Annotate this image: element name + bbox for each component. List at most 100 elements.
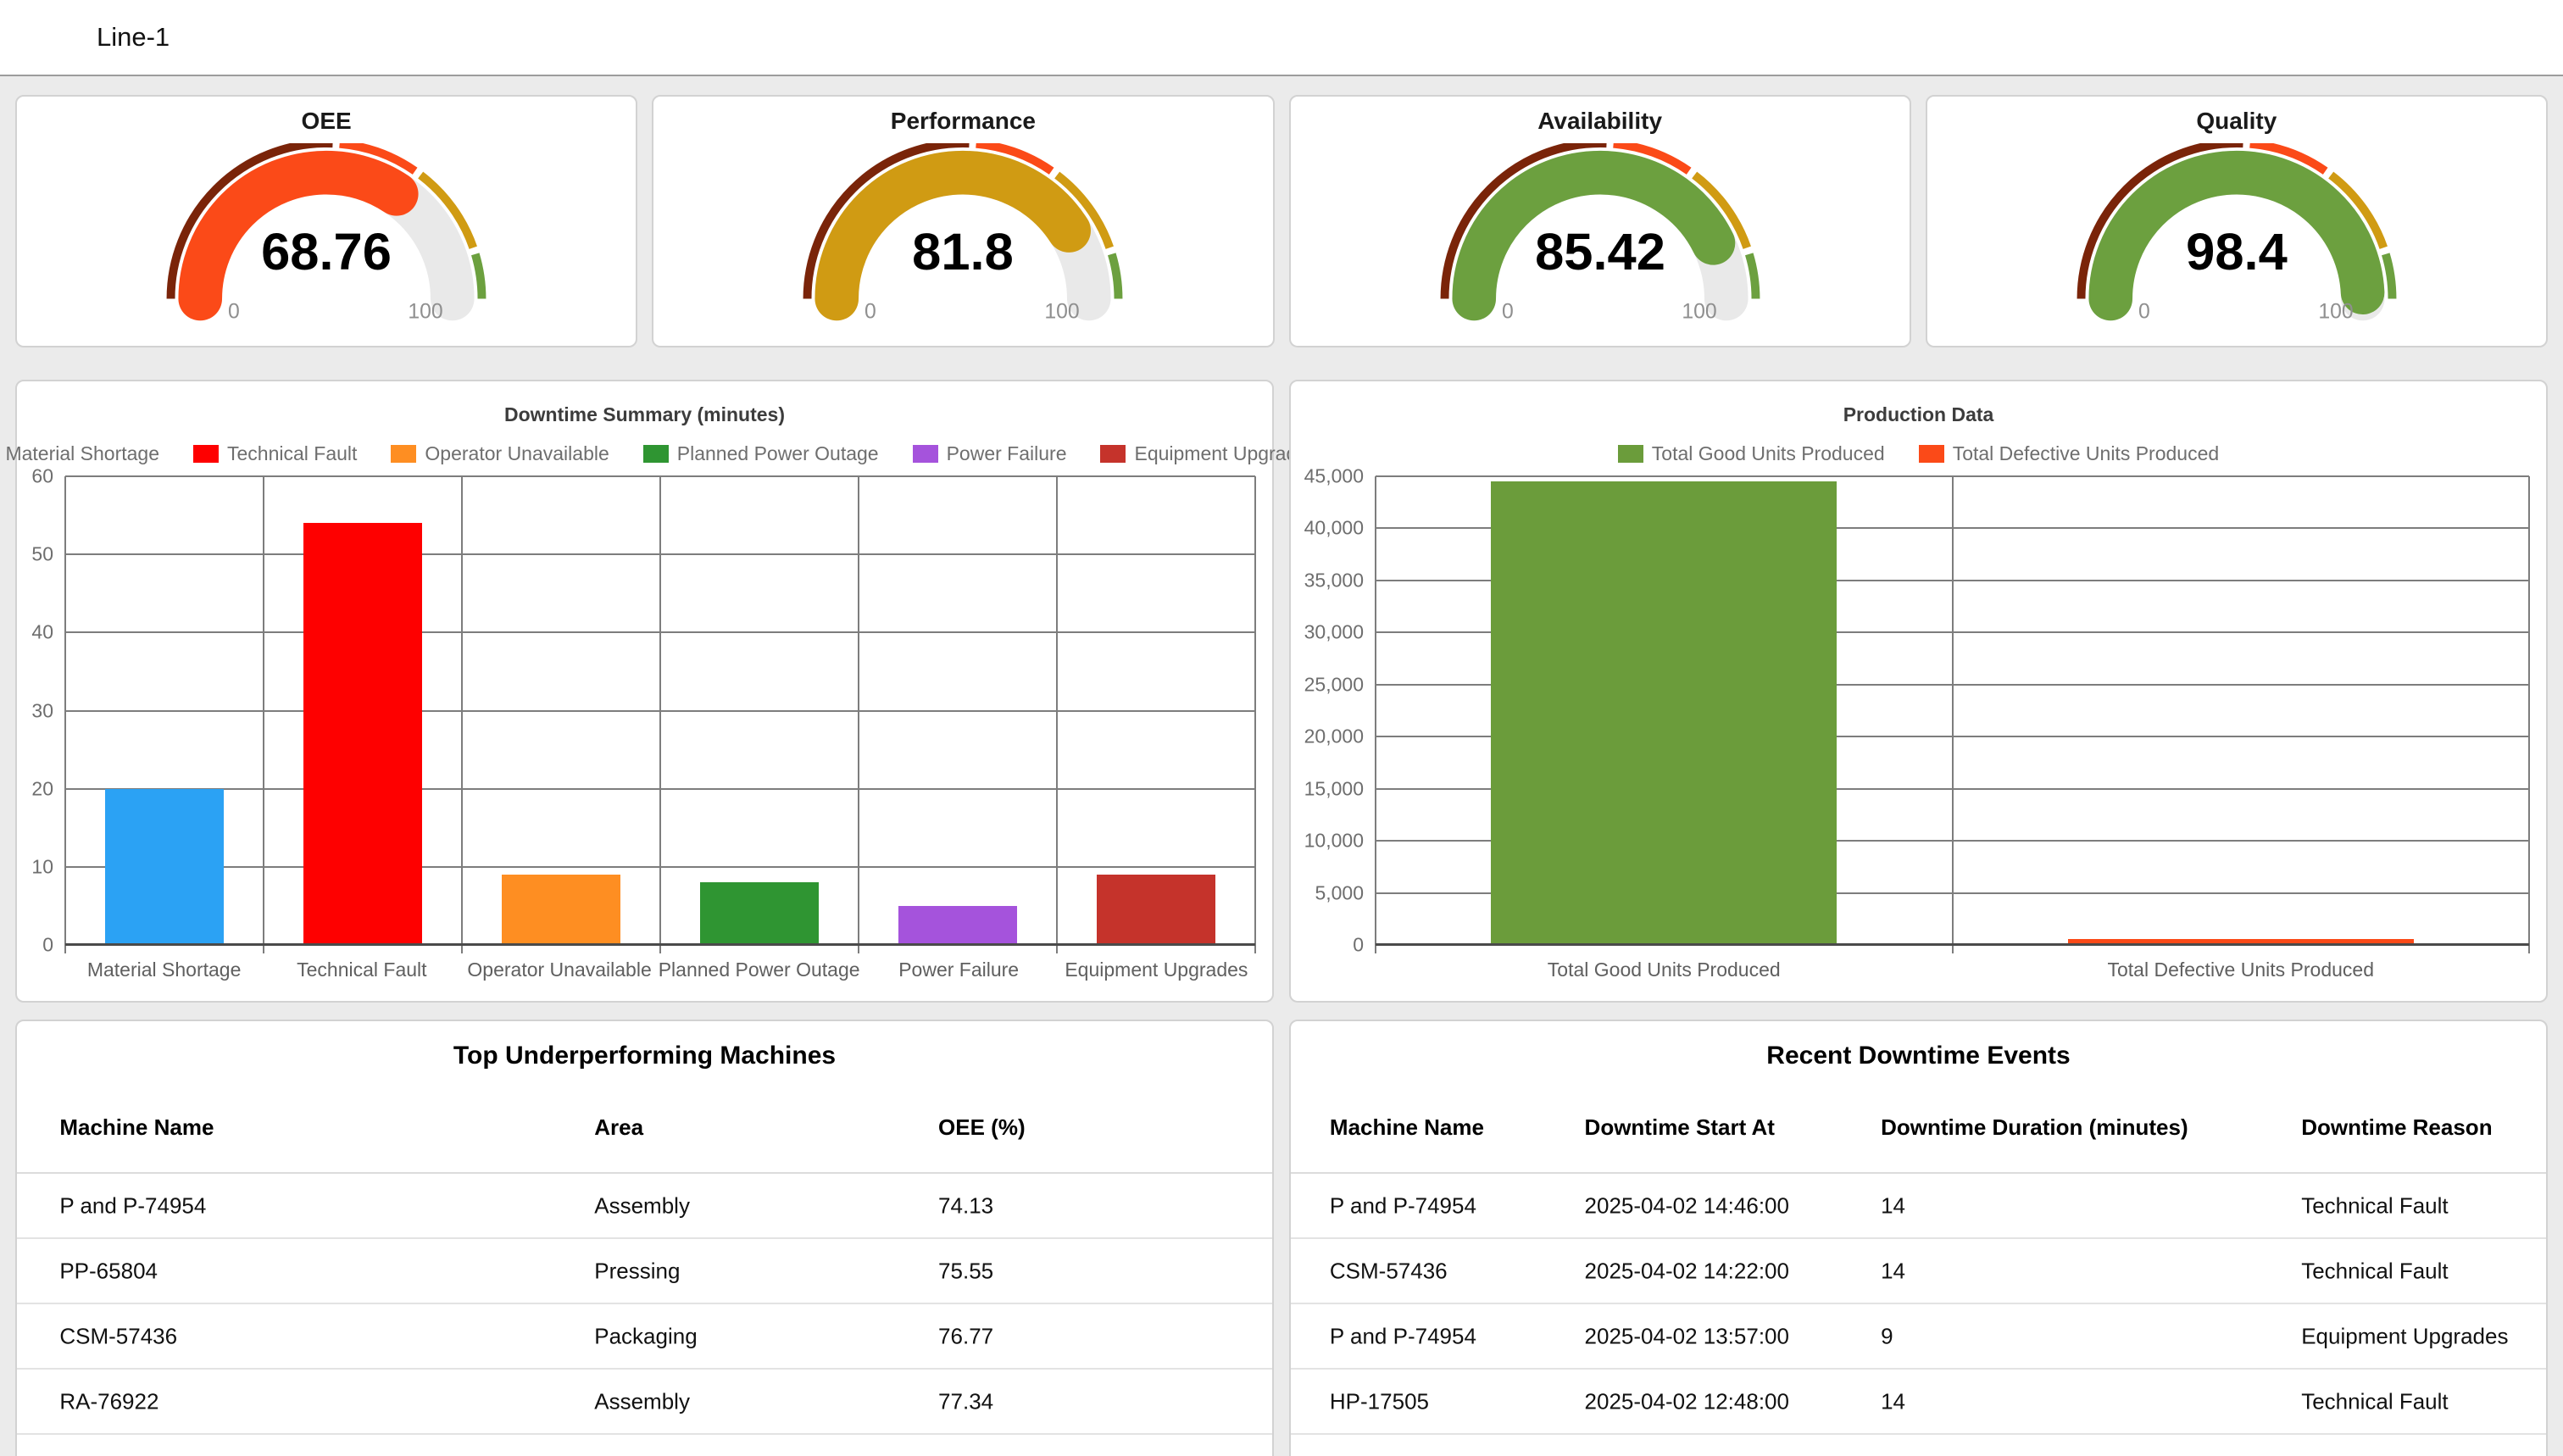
column-boundary-line [1056,476,1058,953]
column-boundary-line [1254,476,1256,953]
legend-item-operator-unavailable: Operator Unavailable [391,442,609,465]
table-cell-area: Assembly [594,1388,690,1414]
chart-title: Production Data [1843,403,1994,425]
y-axis-tick-label: 45,000 [1304,464,1364,487]
table-cell-oee: 75.55 [938,1258,994,1283]
x-axis-labels: Total Good Units Produced Total Defective… [1376,959,2529,981]
gauge-min-label: 0 [228,300,240,323]
x-axis-line [65,943,1255,946]
legend-swatch-icon [391,445,417,463]
y-axis-tick-label: 40,000 [1304,516,1364,539]
table-cell-downtime-duration-minutes: 14 [1881,1258,1905,1283]
gauge-progress-arc [178,150,475,321]
column-header-downtime-reason: Downtime Reason [2301,1114,2493,1140]
y-axis-tick-label: 20,000 [1304,725,1364,747]
legend-label: Technical Fault [227,442,358,464]
gauge-performance: 81.8 0 100 [803,143,1123,323]
table-row: P and P-74954 2025-04-02 14:46:00 14 Techni… [1291,1174,2546,1239]
chart-title: Downtime Summary (minutes) [504,403,785,425]
legend-swatch-icon [1100,445,1126,463]
table-cell-area: Packaging [594,1323,698,1348]
table-cell-area: Pressing [594,1258,681,1283]
gauge-max-label: 100 [2318,300,2353,323]
legend-swatch-icon [1918,445,1944,463]
x-axis-label: Power Failure [898,959,1020,981]
table-cell-downtime-start-at: 2025-04-02 14:46:00 [1584,1192,1789,1218]
y-axis-tick-label: 10,000 [1304,829,1364,852]
table-title: Top Underperforming Machines [453,1042,837,1070]
legend-swatch-icon [193,445,219,463]
table-cell-machine-name: CSM-57436 [1329,1258,1448,1283]
legend-swatch-icon [912,445,938,463]
x-axis-line [1376,943,2529,946]
bar-total-good-units-produced[interactable] [1491,481,1837,945]
table-cell-downtime-reason: Equipment Upgrades [2301,1323,2509,1348]
gauge-min-label: 0 [2138,300,2150,323]
gauge-value: 98.4 [2186,223,2288,281]
plot-area: 0 10 20 30 40 50 60 Material Shortage Technical … [31,465,1256,981]
gauge-scale-segment [803,143,1123,299]
table-cell-downtime-duration-minutes: 9 [1881,1323,1893,1348]
legend-item-power-failure: Power Failure [912,442,1066,465]
column-header-area: Area [594,1114,644,1140]
column-header-machine-name: Machine Name [59,1114,214,1140]
x-axis-label: Total Good Units Produced [1547,959,1781,981]
gauge-card-quality: Quality 98.4 0 100 [1925,95,2548,347]
bar-planned-power-outage[interactable] [699,882,820,945]
legend-item-technical-fault: Technical Fault [193,442,357,465]
chart-legend: Material Shortage Technical Fault Operator… [5,442,1317,465]
gauge-scale-segment [166,143,486,299]
gauge-min-label: 0 [1502,300,1514,323]
top-app-bar: Line-1 [0,0,2563,76]
bar-material-shortage[interactable] [104,788,225,945]
x-axis-label: Technical Fault [297,959,427,981]
gauge-row: OEE 68.76 0 100 Performance 81.8 0 100 Availabil… [15,95,2548,347]
table-cell-downtime-reason: Technical Fault [2301,1258,2449,1283]
legend-item-total-good-units-produced: Total Good Units Produced [1617,442,1885,465]
gauge-progress-arc [2088,150,2385,321]
legend-label: Total Defective Units Produced [1952,442,2220,464]
table-cell-oee: 76.77 [938,1323,994,1348]
column-header-downtime-duration-minutes: Downtime Duration (minutes) [1881,1114,2188,1140]
column-header-oee: OEE (%) [938,1114,1026,1140]
column-header-downtime-start-at: Downtime Start At [1584,1114,1775,1140]
table-title: Recent Downtime Events [1766,1042,2071,1070]
x-axis-labels: Material Shortage Technical Fault Operator… [65,959,1255,981]
column-boundary-line [64,476,66,953]
legend-label: Total Good Units Produced [1651,442,1885,464]
x-axis-label: Operator Unavailable [467,959,652,981]
bar-power-failure[interactable] [898,905,1018,945]
bar-equipment-upgrades[interactable] [1096,875,1216,945]
column-boundary-line [460,476,463,953]
y-axis-tick-label: 60 [31,464,53,487]
table-row: HP-17505 2025-04-02 12:48:00 14 Technical F… [1291,1370,2546,1435]
y-axis-tick-label: 40 [31,620,53,643]
y-axis-tick-label: 5,000 [1315,881,1364,904]
table-cell-machine-name: HP-17505 [1329,1388,1429,1414]
table-header-row: Machine Name Area OEE (%) [17,1082,1272,1174]
bar-technical-fault[interactable] [303,523,423,945]
table-row: RA-76922 Assembly 77.34 [17,1370,1272,1435]
legend-item-material-shortage: Material Shortage [0,442,159,465]
table-cell-machine-name: CSM-57436 [59,1323,178,1348]
x-axis-label: Material Shortage [86,959,242,981]
gauge-progress-arc [814,150,1111,321]
bar-total-defective-units-produced[interactable] [2067,938,2414,945]
y-axis-tick-label: 30,000 [1304,620,1364,643]
chart-card-downtime-summary-minutes: Downtime Summary (minutes) Material Short… [5,380,1318,1003]
gauge-min-label: 0 [865,300,876,323]
bar-operator-unavailable[interactable] [501,875,621,945]
gauge-progress-arc [1452,150,1749,321]
gauge-max-label: 100 [1682,300,1716,323]
table-row: PP-65804 Pressing 75.55 [17,1239,1272,1304]
gauge-scale-segment [1440,143,1760,299]
table-card-top-underperforming-machines: Top Underperforming Machines Machine Name… [15,1020,1274,1456]
table-cell-machine-name: P and P-74954 [1329,1192,1476,1218]
x-axis-label: Planned Power Outage [658,959,860,981]
gauge-title: Quality [2196,108,2277,134]
legend-swatch-icon [1617,445,1643,463]
gauge-scale-segment [803,143,1123,299]
y-axis-tick-label: 20 [31,777,53,800]
gauge-availability: 85.42 0 100 [1440,143,1760,323]
table-card-recent-downtime-events: Recent Downtime Events Machine Name Downti… [1289,1020,2548,1456]
